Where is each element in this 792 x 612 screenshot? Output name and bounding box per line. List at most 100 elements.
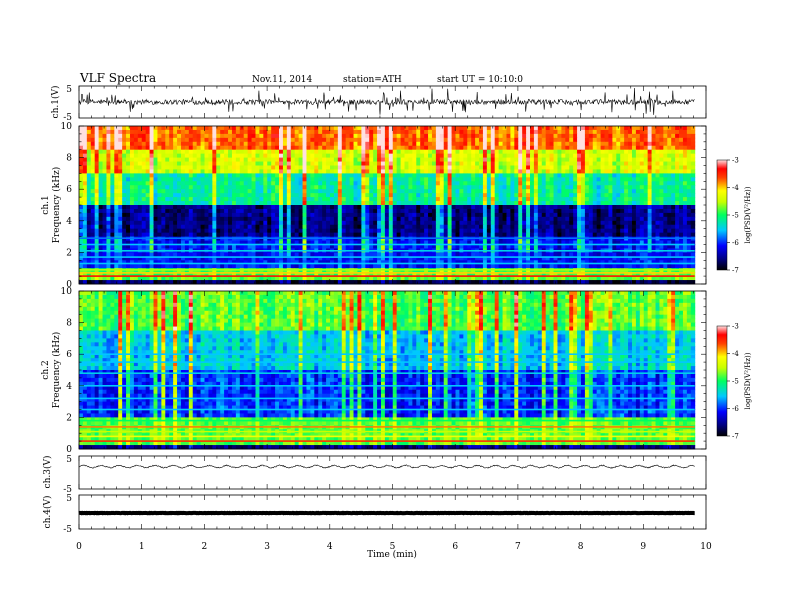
spectrogram-cell	[471, 173, 476, 178]
spectrogram-cell	[169, 157, 174, 163]
spectrogram-cell	[341, 189, 347, 194]
spectrogram-cell	[98, 244, 104, 249]
spectrogram-cell	[412, 169, 417, 174]
spectrogram-cell	[110, 145, 115, 151]
spectrogram-cell	[553, 216, 558, 222]
spectrogram-cell	[208, 149, 213, 155]
spectrogram-cell	[588, 177, 594, 182]
spectrogram-cell	[592, 165, 598, 170]
spectrogram-cell	[137, 145, 143, 151]
spectrogram-cell	[412, 240, 417, 245]
spectrogram-cell	[639, 169, 645, 174]
spectrogram-cell	[349, 193, 355, 198]
spectrogram-cell	[600, 129, 606, 135]
spectrogram-cell	[165, 169, 170, 174]
spectrogram-cell	[169, 232, 174, 238]
spectrogram-cell	[635, 205, 641, 210]
spectrogram-cell	[224, 232, 229, 238]
spectrogram-cell	[275, 232, 280, 238]
spectrogram-cell	[522, 137, 527, 143]
spectrogram-cell	[141, 228, 147, 234]
spectrogram-cell	[79, 232, 84, 238]
spectrogram-cell	[451, 201, 456, 206]
spectrogram-cell	[322, 220, 327, 226]
spectrogram-cell	[671, 216, 676, 222]
spectrogram-cell	[647, 193, 653, 198]
spectrogram-cell	[561, 185, 566, 190]
spectrogram-cell	[314, 224, 319, 230]
spectrogram-cell	[220, 173, 225, 178]
spectrogram-cell	[294, 181, 300, 186]
spectrogram-cell	[404, 197, 409, 202]
spectrogram-cell	[341, 232, 347, 238]
spectrogram-cell	[667, 173, 672, 178]
spectrogram-cell	[298, 212, 304, 218]
spectrogram-cell	[557, 224, 562, 230]
spectrogram-cell	[479, 208, 484, 214]
spectrogram-cell	[561, 181, 566, 186]
spectrogram-cell	[141, 177, 147, 182]
spectrogram-cell	[592, 145, 598, 151]
spectrogram-cell	[377, 149, 382, 155]
spectrogram-cell	[275, 173, 280, 178]
spectrogram-cell	[322, 153, 327, 159]
spectrogram-cell	[561, 220, 566, 226]
spectrogram-cell	[157, 169, 162, 174]
spectrogram-cell	[110, 185, 115, 190]
spectrogram-cell	[326, 220, 331, 226]
spectrogram-cell	[141, 141, 147, 147]
spectrogram-cell	[530, 137, 535, 143]
spectrogram-cell	[204, 228, 209, 234]
spectrogram-cell	[212, 133, 217, 139]
spectrogram-cell	[612, 149, 617, 155]
spectrogram-cell	[196, 193, 202, 198]
spectrogram-cell	[545, 216, 551, 222]
spectrogram-cell	[133, 126, 139, 131]
spectrogram-cell	[482, 177, 488, 182]
spectrogram-cell	[173, 177, 178, 182]
spectrogram-cell	[526, 126, 531, 131]
spectrogram-cell	[467, 181, 472, 186]
spectrogram-cell	[204, 212, 209, 218]
spectrogram-cell	[679, 177, 684, 182]
spectrogram-cell	[631, 169, 637, 174]
spectrogram-cell	[467, 173, 472, 178]
spectrogram-cell	[467, 208, 472, 214]
spectrogram-cell	[377, 228, 382, 234]
spectrogram-cell	[604, 181, 609, 186]
spectrogram-cell	[620, 208, 625, 214]
spectrogram-cell	[377, 177, 382, 182]
spectrogram-cell	[282, 220, 288, 226]
spectrogram-cell	[220, 169, 225, 174]
spectrogram-cell	[471, 165, 476, 170]
spectrogram-cell	[235, 161, 241, 166]
spectrogram-cell	[439, 169, 445, 174]
spectrogram-cell	[243, 165, 249, 170]
spectrogram-cell	[169, 240, 174, 245]
spectrogram-cell	[114, 208, 119, 214]
spectrogram-cell	[459, 193, 464, 198]
spectrogram-cell	[667, 157, 672, 163]
spectrogram-cell	[569, 173, 574, 178]
spectrogram-cell	[180, 157, 186, 163]
spectrogram-cell	[388, 205, 394, 210]
spectrogram-cell	[302, 157, 307, 163]
spectrogram-cell	[137, 220, 143, 226]
spectrogram-cell	[690, 137, 696, 143]
spectrogram-cell	[102, 126, 107, 131]
spectrogram-cell	[184, 208, 190, 214]
spectrogram-cell	[149, 129, 155, 135]
spectrogram-cell	[526, 165, 531, 170]
spectrogram-cell	[510, 216, 515, 222]
spectrogram-cell	[635, 165, 641, 170]
spectrogram-cell	[118, 153, 123, 159]
spectrogram-cell	[580, 177, 586, 182]
spectrogram-cell	[608, 149, 613, 155]
spectrogram-cell	[592, 126, 598, 131]
spectrogram-cell	[267, 208, 272, 214]
spectrogram-cell	[655, 173, 660, 178]
spectrogram-cell	[643, 220, 649, 226]
spectrogram-cell	[310, 181, 315, 186]
spectrogram-cell	[345, 240, 351, 245]
spectrogram-cell	[322, 181, 327, 186]
